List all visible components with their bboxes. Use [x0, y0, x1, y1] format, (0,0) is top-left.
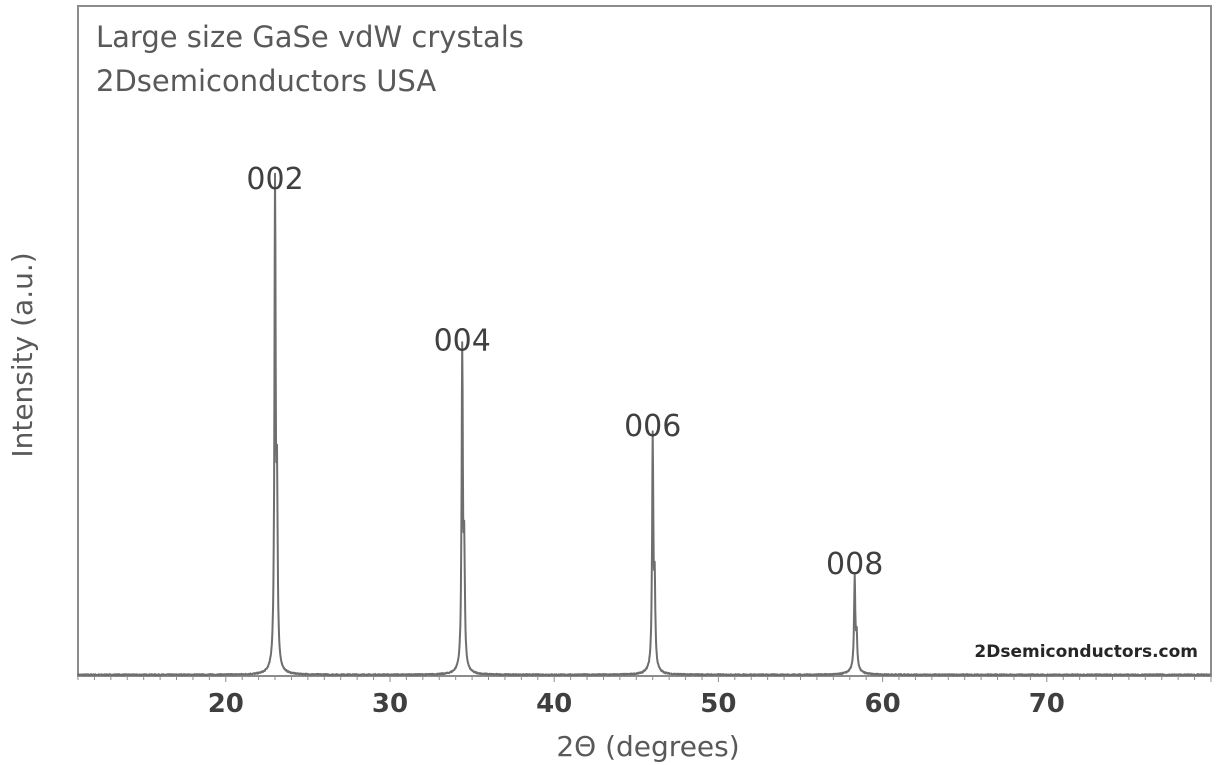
x-tick-label: 40 [536, 689, 572, 719]
x-tick-label: 30 [372, 689, 408, 719]
x-tick-label: 20 [208, 689, 244, 719]
x-tick-label: 70 [1029, 689, 1065, 719]
peak-label-002: 002 [246, 162, 303, 197]
x-axis-tick-labels: 20 30 40 50 60 70 [208, 689, 1065, 719]
peak-label-006: 006 [624, 409, 681, 444]
x-tick-label: 60 [865, 689, 901, 719]
peak-labels: 002 004 006 008 [246, 162, 883, 582]
watermark-text: 2Dsemiconductors.com [974, 642, 1198, 662]
spectrum-line [77, 172, 1212, 677]
x-axis-minor-ticks [77, 676, 1212, 682]
chart-title: Large size GaSe vdW crystals [96, 20, 524, 54]
chart-subtitle: 2Dsemiconductors USA [96, 64, 436, 98]
y-axis-title: Intensity (a.u.) [6, 252, 39, 457]
peak-label-004: 004 [434, 324, 491, 359]
x-axis-title: 2Θ (degrees) [556, 730, 739, 763]
plot-frame [77, 5, 1212, 677]
x-tick-label: 50 [700, 689, 736, 719]
peak-label-008: 008 [826, 547, 883, 582]
